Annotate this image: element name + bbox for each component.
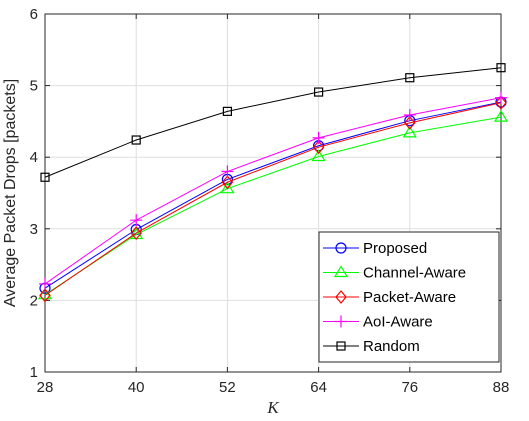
data-point-packet-aware (312, 140, 325, 155)
legend-label: AoI-Aware (363, 314, 433, 331)
legend-item-random: Random (323, 338, 420, 355)
axis-ticks: 28 40 52 64 76 88 1 2 3 4 5 6 (30, 6, 510, 396)
legend-swatch-marker (335, 315, 347, 328)
data-point-random (314, 87, 324, 97)
series-line-channel-aware (44, 116, 502, 296)
x-tick-label: 28 (37, 379, 54, 396)
legend-swatch-marker (333, 265, 349, 278)
series-random (40, 63, 506, 182)
series-line-random (44, 67, 502, 178)
data-point-random (131, 135, 141, 145)
data-point-packet-aware (130, 226, 142, 241)
legend-swatch-marker (335, 242, 347, 254)
data-point-packet-aware (495, 95, 507, 110)
data-point-packet-aware (39, 288, 51, 303)
x-tick-label: 40 (128, 379, 145, 396)
x-tick-label: 76 (401, 379, 418, 396)
plot-frame (44, 13, 502, 373)
data-point-channel-aware (402, 125, 417, 138)
legend-item-aoi-aware: AoI-Aware (323, 314, 433, 331)
data-point-channel-aware (493, 109, 509, 122)
y-tick-label: 5 (30, 78, 38, 95)
y-tick-label: 4 (30, 149, 38, 166)
data-point-aoi-aware (39, 277, 51, 290)
legend: Proposed Channel-Aware Packet-Aware AoI-Awa… (318, 231, 500, 363)
series-line-proposed (44, 101, 502, 289)
data-point-aoi-aware (130, 214, 143, 227)
series-line-packet-aware (44, 102, 502, 296)
data-point-random (405, 73, 415, 83)
legend-label: Random (363, 338, 420, 355)
data-point-aoi-aware (403, 108, 416, 121)
legend-label: Channel-Aware (363, 265, 466, 282)
x-tick-label: 52 (219, 379, 236, 396)
data-point-random (496, 63, 506, 73)
y-tick-label: 6 (30, 6, 38, 23)
legend-swatch-marker (336, 341, 346, 351)
data-point-channel-aware (311, 149, 326, 162)
series-line-aoi-aware (44, 97, 502, 285)
y-tick-label: 3 (30, 221, 38, 238)
data-point-aoi-aware (312, 131, 325, 144)
data-point-channel-aware (220, 181, 235, 194)
legend-swatch-marker (335, 290, 347, 304)
data-point-random (222, 106, 232, 116)
data-point-aoi-aware (495, 91, 507, 104)
y-tick-label: 1 (30, 364, 38, 381)
x-axis-label: K (266, 398, 280, 417)
data-point-packet-aware (404, 115, 416, 130)
legend-item-packet-aware: Packet-Aware (323, 289, 456, 306)
data-point-aoi-aware (221, 165, 234, 178)
y-axis-label: Average Packet Drops [packets] (2, 79, 19, 307)
data-point-random (40, 172, 50, 182)
legend-label: Packet-Aware (363, 289, 456, 306)
series-aoi-aware (39, 91, 507, 290)
series-packet-aware (39, 95, 507, 303)
series-group (37, 63, 509, 303)
x-tick-label: 64 (310, 379, 327, 396)
y-tick-label: 2 (30, 292, 38, 309)
legend-item-proposed: Proposed (323, 240, 427, 257)
legend-item-channel-aware: Channel-Aware (323, 265, 466, 282)
data-point-packet-aware (221, 175, 234, 190)
legend-label: Proposed (363, 240, 427, 257)
x-tick-label: 88 (493, 379, 510, 396)
